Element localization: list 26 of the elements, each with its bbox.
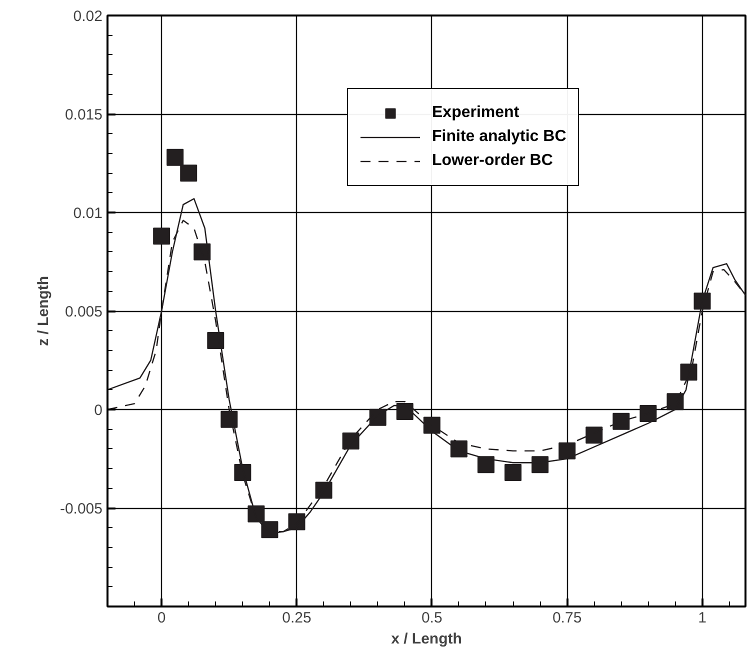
y-tick-label: 0.01 bbox=[73, 205, 103, 222]
y-tick-label: 0.005 bbox=[64, 304, 103, 320]
point bbox=[532, 456, 549, 474]
y-tick-label: -0.005 bbox=[60, 500, 103, 518]
point bbox=[640, 404, 657, 422]
y-tick-label: 0.02 bbox=[73, 8, 103, 25]
point bbox=[180, 164, 198, 182]
point bbox=[166, 148, 184, 166]
x-tick-label: 0.75 bbox=[552, 610, 582, 626]
legend-label: Experiment bbox=[432, 103, 520, 123]
point bbox=[612, 412, 630, 430]
y-axis-title: z / Length bbox=[34, 276, 52, 346]
point bbox=[396, 402, 414, 420]
x-tick-label: 0.25 bbox=[282, 610, 312, 626]
legend-label: Finite analytic BC bbox=[432, 127, 566, 147]
point bbox=[504, 464, 522, 482]
x-tick-label: 0.5 bbox=[421, 610, 442, 626]
point bbox=[477, 456, 494, 474]
y-tick-label: 0 bbox=[94, 402, 102, 419]
point bbox=[153, 228, 170, 245]
y-tick-label: 0.015 bbox=[64, 106, 103, 124]
legend-label: Lower-order BC bbox=[432, 151, 553, 171]
point bbox=[586, 426, 603, 444]
x-tick-label: 1 bbox=[698, 610, 706, 626]
x-tick-label: 0 bbox=[157, 610, 166, 626]
x-axis-title: x / Length bbox=[391, 630, 462, 648]
